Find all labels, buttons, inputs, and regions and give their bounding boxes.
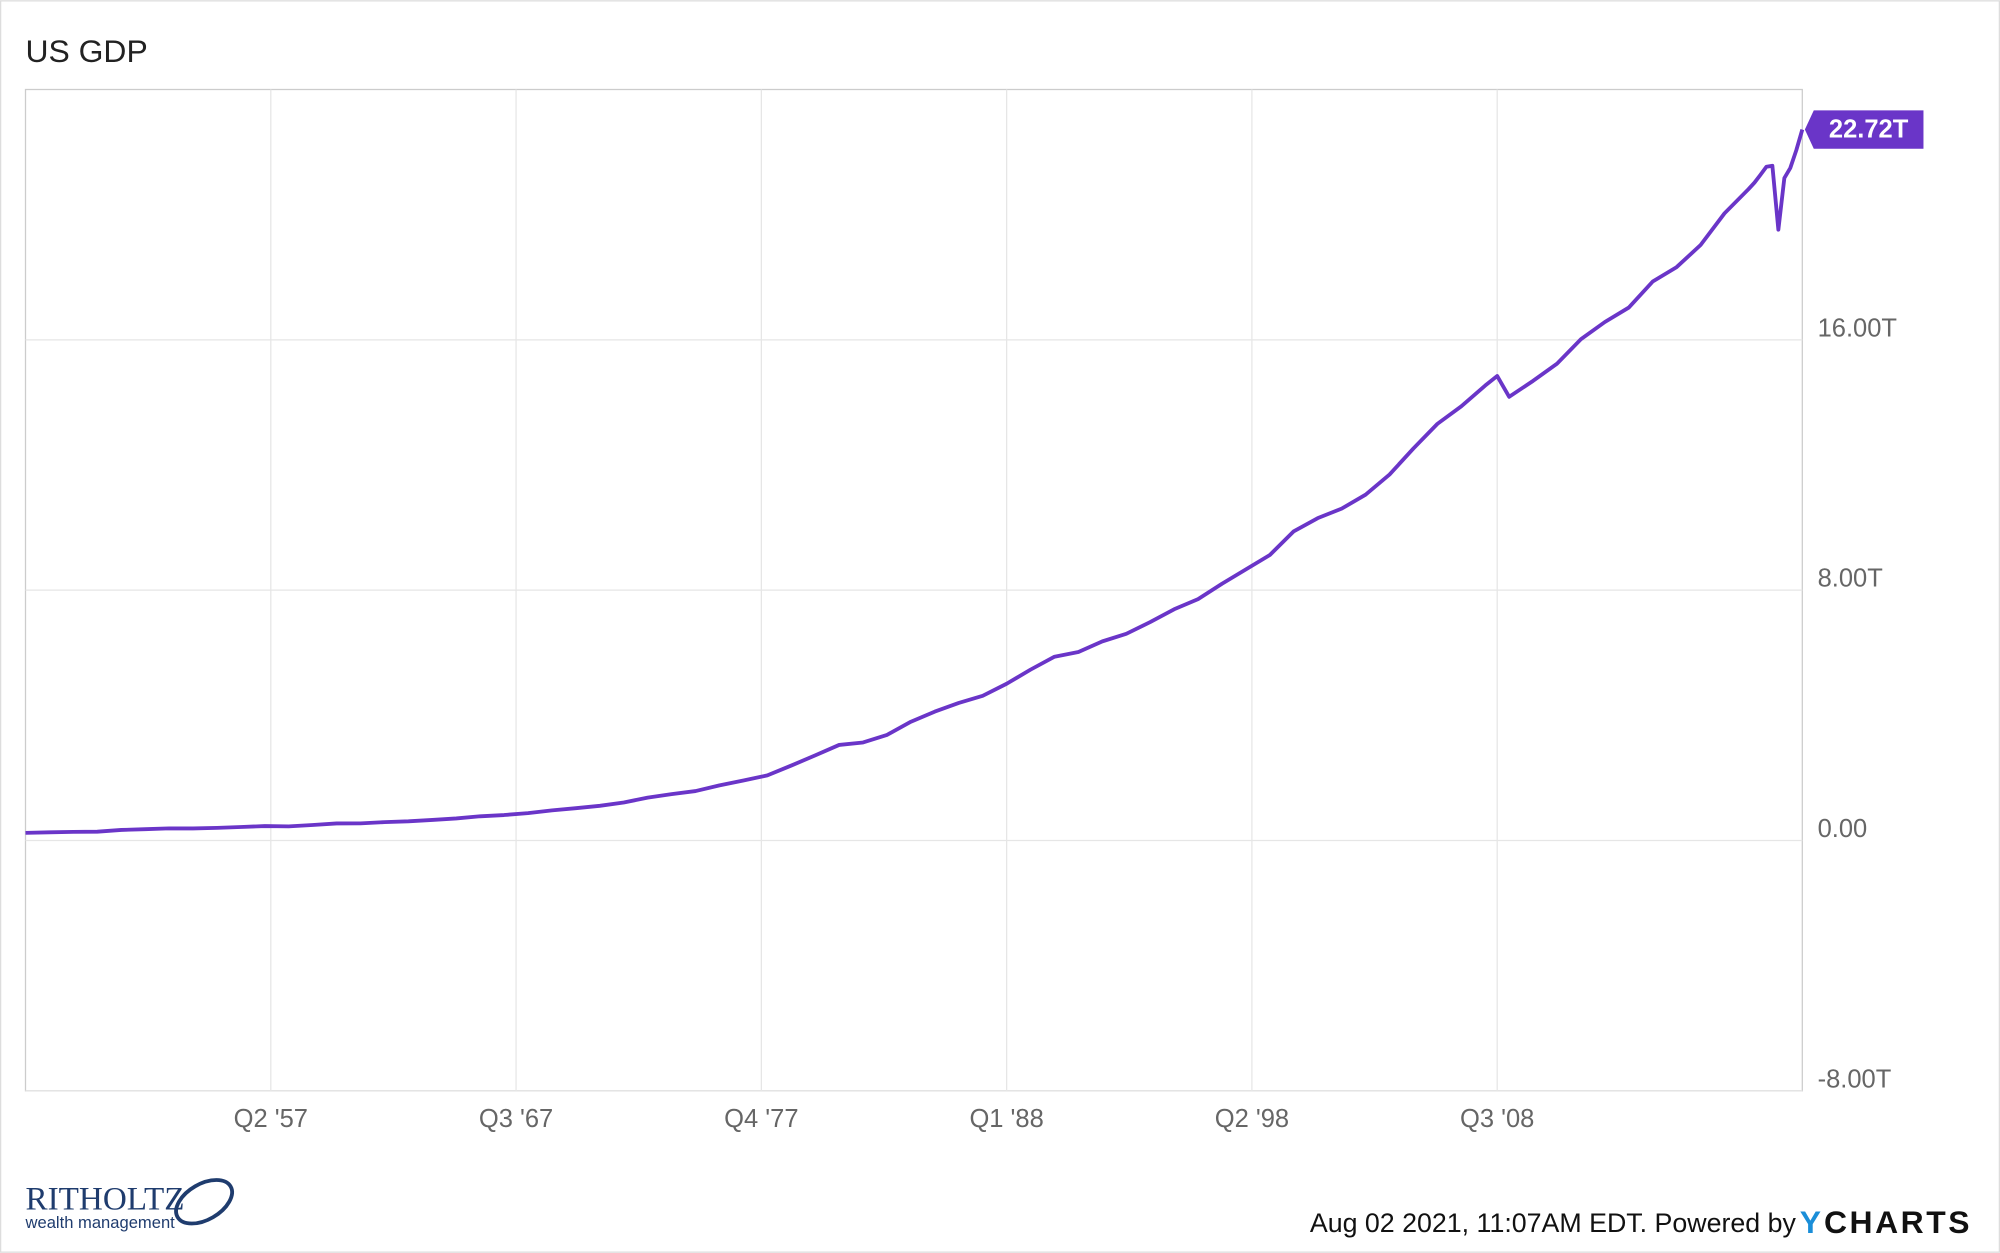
value-label: 22.72T [1829, 116, 1909, 144]
x-tick-label: Q2 '98 [1215, 1105, 1289, 1133]
value-tag [1804, 110, 1924, 149]
x-tick-label: Q4 '77 [724, 1105, 798, 1133]
x-tick-label: Q2 '57 [234, 1105, 308, 1133]
x-tick-label: Q3 '08 [1460, 1105, 1534, 1133]
chart-title: US GDP [26, 33, 148, 69]
logo-sub: wealth management [25, 1213, 176, 1232]
y-tick-label: -8.00T [1818, 1065, 1892, 1093]
y-tick-label: 16.00T [1818, 314, 1897, 342]
x-tick-label: Q3 '67 [479, 1105, 553, 1133]
logo-icon [174, 1178, 234, 1226]
x-tick-label: Q1 '88 [969, 1105, 1043, 1133]
brand-y: Y [1800, 1204, 1821, 1240]
y-tick-label: 0.00 [1818, 815, 1868, 843]
timestamp: Aug 02 2021, 11:07AM EDT. Powered by [1310, 1208, 1797, 1238]
line [25, 129, 1805, 835]
brand-rest: CHARTS [1824, 1204, 1972, 1240]
logo-name: RITHOLTZ [26, 1180, 185, 1217]
y-tick-label: 8.00T [1818, 565, 1883, 593]
